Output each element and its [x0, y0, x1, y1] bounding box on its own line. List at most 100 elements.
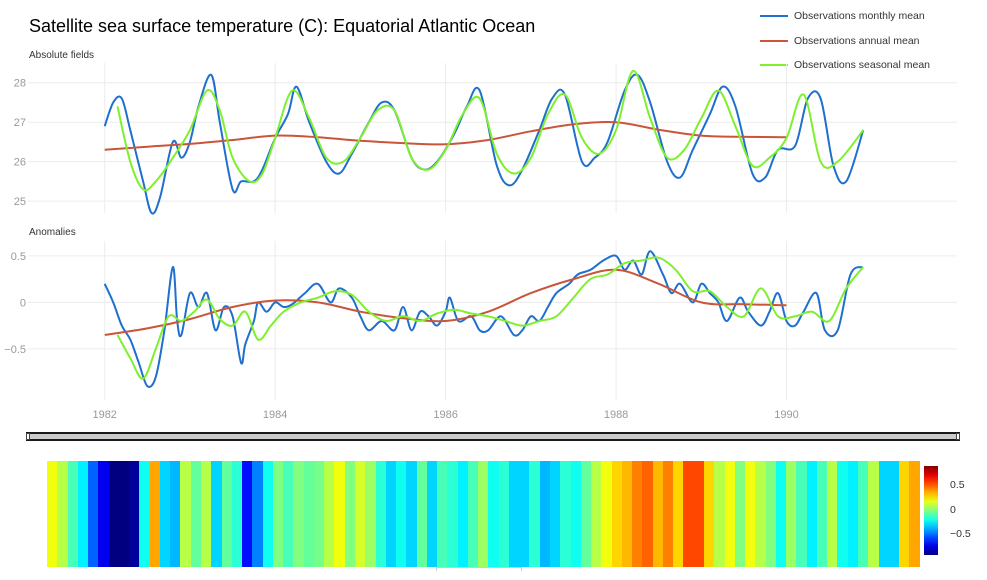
heatmap-cell[interactable]: [67, 461, 78, 567]
heatmap-cell[interactable]: [611, 461, 622, 567]
panel-anomalies: −0.5 0 0.5 1982 1984 1986 1988 1990: [4, 241, 957, 421]
heatmap-cell[interactable]: [406, 461, 417, 567]
x-tick-label: 1986: [433, 409, 457, 421]
heatmap-cell[interactable]: [550, 461, 561, 567]
heatmap-cell[interactable]: [211, 461, 222, 567]
range-slider[interactable]: [26, 432, 960, 441]
heatmap-cell[interactable]: [303, 461, 314, 567]
heatmap-cell[interactable]: [231, 461, 243, 567]
legend-item-monthly[interactable]: Observations monthly mean: [760, 4, 930, 29]
heatmap-cell[interactable]: [252, 461, 263, 567]
heatmap-cell[interactable]: [221, 461, 232, 567]
heatmap-cell[interactable]: [180, 461, 191, 567]
colorbar-tick-label: −0.5: [950, 528, 971, 541]
heatmap-cell[interactable]: [642, 461, 653, 567]
heatmap-cell[interactable]: [580, 461, 592, 567]
panel-absolute: 25 26 27 28: [14, 63, 957, 215]
heatmap-cell[interactable]: [457, 461, 468, 567]
heatmap-cell[interactable]: [272, 461, 284, 567]
heatmap-cell[interactable]: [149, 461, 160, 567]
heatmap-cell[interactable]: [765, 461, 776, 567]
heatmap-cell[interactable]: [437, 461, 448, 567]
heatmap-cell[interactable]: [118, 461, 130, 567]
heatmap-cell[interactable]: [283, 461, 294, 567]
heatmap-cell[interactable]: [478, 461, 489, 567]
heatmap-cell[interactable]: [98, 461, 109, 567]
heatmap-cell[interactable]: [724, 461, 735, 567]
heatmap-cell[interactable]: [601, 461, 612, 567]
heatmap-cell[interactable]: [396, 461, 407, 567]
heatmap-cell[interactable]: [806, 461, 817, 567]
heatmap-cell[interactable]: [755, 461, 766, 567]
heatmap-cell[interactable]: [139, 461, 150, 567]
heatmap-cell[interactable]: [519, 461, 530, 567]
heatmap-cell[interactable]: [621, 461, 633, 567]
heatmap-cell[interactable]: [816, 461, 828, 567]
heatmap-cell[interactable]: [365, 461, 376, 567]
heatmap-cell[interactable]: [868, 461, 879, 567]
heatmap-cell[interactable]: [159, 461, 171, 567]
heatmap-cell[interactable]: [190, 461, 201, 567]
heatmap-cell[interactable]: [385, 461, 397, 567]
heatmap-cell[interactable]: [488, 461, 499, 567]
heatmap-cell[interactable]: [129, 461, 140, 567]
heatmap-cell[interactable]: [683, 461, 694, 567]
range-slider-right-handle[interactable]: [956, 433, 960, 440]
heatmap-cell[interactable]: [88, 461, 99, 567]
heatmap-cell[interactable]: [704, 461, 715, 567]
heatmap-cell[interactable]: [786, 461, 797, 567]
heatmap-cell[interactable]: [539, 461, 551, 567]
heatmap-cell[interactable]: [375, 461, 386, 567]
heatmap-cell[interactable]: [560, 461, 571, 567]
heatmap-cell[interactable]: [878, 461, 889, 567]
heatmap-cell[interactable]: [837, 461, 848, 567]
heatmap-cell[interactable]: [796, 461, 807, 567]
heatmap-cell[interactable]: [529, 461, 540, 567]
range-slider-left-handle[interactable]: [26, 433, 30, 440]
series-line-monthly: [103, 250, 864, 388]
legend-item-annual[interactable]: Observations annual mean: [760, 29, 930, 54]
line-charts[interactable]: 25 26 27 28 −0.5 0 0.5 1982 1984 1986 1988 1990: [0, 0, 987, 430]
heatmap-cell[interactable]: [498, 461, 509, 567]
heatmap-cell[interactable]: [775, 461, 787, 567]
legend-item-seasonal[interactable]: Observations seasonal mean: [760, 53, 930, 78]
heatmap-cell[interactable]: [632, 461, 643, 567]
heatmap-cell[interactable]: [508, 461, 520, 567]
heatmap-cell[interactable]: [570, 461, 581, 567]
heatmap-cell[interactable]: [827, 461, 838, 567]
heatmap-cell[interactable]: [899, 461, 910, 567]
colorbar: [924, 466, 938, 555]
heatmap-cell[interactable]: [262, 461, 273, 567]
heatmap-cell[interactable]: [170, 461, 181, 567]
heatmap-cell[interactable]: [693, 461, 704, 567]
heatmap-cell[interactable]: [662, 461, 674, 567]
heatmap-cell[interactable]: [591, 461, 602, 567]
heatmap-cell[interactable]: [673, 461, 684, 567]
heatmap-cell[interactable]: [293, 461, 304, 567]
heatmap-cell[interactable]: [426, 461, 438, 567]
heatmap-cell[interactable]: [857, 461, 869, 567]
series-line-annual: [104, 268, 787, 336]
heatmap-cell[interactable]: [714, 461, 725, 567]
heatmap-cell[interactable]: [847, 461, 858, 567]
heatmap-cell[interactable]: [447, 461, 458, 567]
heatmap-cell[interactable]: [344, 461, 355, 567]
heatmap-cell[interactable]: [652, 461, 663, 567]
heatmap-cell[interactable]: [47, 461, 58, 567]
heatmap-cell[interactable]: [467, 461, 479, 567]
heatmap-cell[interactable]: [888, 461, 900, 567]
heatmap-cell[interactable]: [242, 461, 253, 567]
heatmap-cell[interactable]: [334, 461, 345, 567]
heatmap-cell[interactable]: [57, 461, 68, 567]
heatmap-cell[interactable]: [734, 461, 746, 567]
heatmap-cell[interactable]: [324, 461, 335, 567]
heatmap-cell[interactable]: [200, 461, 212, 567]
heatmap-cell[interactable]: [108, 461, 119, 567]
heatmap-cell[interactable]: [313, 461, 325, 567]
heatmap-cell[interactable]: [416, 461, 427, 567]
heatmap-cell[interactable]: [354, 461, 366, 567]
heatmap-cell[interactable]: [745, 461, 756, 567]
heatmap-cell[interactable]: [909, 461, 920, 567]
heatmap-cell[interactable]: [77, 461, 89, 567]
anomaly-heatmap[interactable]: [47, 461, 920, 567]
